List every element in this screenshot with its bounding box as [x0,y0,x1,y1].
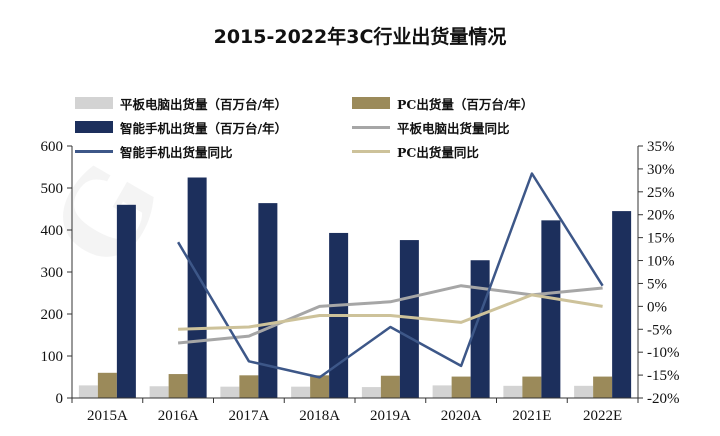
y2-tick-label: 35% [647,139,675,155]
legend-tablet-label: 平板电脑出货量（百万台/年） [120,96,288,112]
x-tick-label: 2017A [228,408,269,424]
legend-tablet: 平板电脑出货量（百万台/年） [75,94,287,112]
x-tick-label: 2019A [370,408,411,424]
legend-tablet-swatch [75,97,113,109]
y2-tick-label: 25% [647,185,675,201]
bar-pc-2019A [380,375,400,398]
legend-phone-label: 智能手机出货量（百万台/年） [120,120,288,136]
bar-phone-2015A [116,204,136,398]
bar-tablet-2018A [291,386,311,398]
bar-tablet-2015A [78,385,98,398]
bar-phone-2019A [399,240,419,398]
x-tick-label: 2021E [512,408,551,424]
legend-tablet-yoy-label: 平板电脑出货量同比 [397,120,510,136]
bar-pc-2016A [168,374,188,398]
y-tick-label: 400 [41,223,64,239]
lines-layer [177,172,604,379]
axes-layer: 0 100 200 300 400 500 600 -20% -15% -10% -5% 0% 5% 10… [41,139,680,424]
y2-tick-label: -10% [647,345,680,361]
y-tick-label: 100 [41,349,64,365]
x-tick-label: 2020A [441,408,482,424]
y2-tick-label: 30% [647,162,675,178]
x-tick-label: 2022E [583,408,622,424]
legend-pc-label: PC出货量（百万台/年） [397,96,534,112]
legend-phone-yoy-swatch [75,149,113,153]
y-tick-label: 600 [41,139,64,155]
line-phone_yoy [177,172,604,379]
line-pc_yoy [178,293,603,331]
bar-tablet-2021E [503,385,523,398]
legend-phone-yoy-label: 智能手机出货量同比 [120,144,233,160]
bar-phone-2020A [470,260,490,398]
chart-title: 2015-2022年3C行业出货量情况 [213,26,507,48]
x-tick-label: 2015A [87,408,128,424]
y-tick-label: 300 [41,265,64,281]
y2-tick-label: -5% [647,322,672,338]
legend-pc-yoy-swatch [352,149,390,153]
y2-tick-label: 10% [647,254,675,270]
bar-pc-2020A [451,376,471,398]
bars-layer [78,177,632,398]
x-tick-label: 2018A [299,408,340,424]
bar-tablet-2016A [149,386,169,398]
legend-tablet-yoy-swatch [352,125,390,129]
bar-phone-2017A [258,203,278,398]
bar-phone-2022E [612,211,632,398]
bar-pc-2015A [97,372,117,398]
legend-pc-swatch [352,97,390,109]
y2-tick-label: 0% [647,299,667,315]
legend-pc: PC出货量（百万台/年） [352,94,533,112]
x-tick-label: 2016A [158,408,199,424]
bar-tablet-2019A [361,387,381,398]
y2-tick-label: 5% [647,276,667,292]
bar-pc-2017A [239,375,259,398]
y-tick-label: 500 [41,181,64,197]
bar-tablet-2017A [220,386,240,398]
y2-tick-label: -15% [647,368,680,384]
legend-tablet-yoy: 平板电脑出货量同比 [352,118,510,136]
legend-pc-yoy: PC出货量同比 [352,142,479,160]
bar-phone-2021E [541,220,561,398]
legend-pc-yoy-label: PC出货量同比 [397,144,479,160]
bar-tablet-2020A [432,385,452,398]
legend-phone: 智能手机出货量（百万台/年） [75,118,287,136]
bar-pc-2018A [310,375,330,398]
legend-phone-swatch [75,121,113,133]
y-tick-label: 200 [41,307,64,323]
legend-phone-yoy: 智能手机出货量同比 [75,142,233,160]
y2-tick-label: 20% [647,208,675,224]
bar-tablet-2022E [574,385,594,398]
y2-tick-label: 15% [647,231,675,247]
y2-tick-label: -20% [647,391,680,407]
bar-pc-2021E [522,376,542,398]
bar-pc-2022E [593,376,613,398]
y-tick-label: 0 [56,391,64,407]
